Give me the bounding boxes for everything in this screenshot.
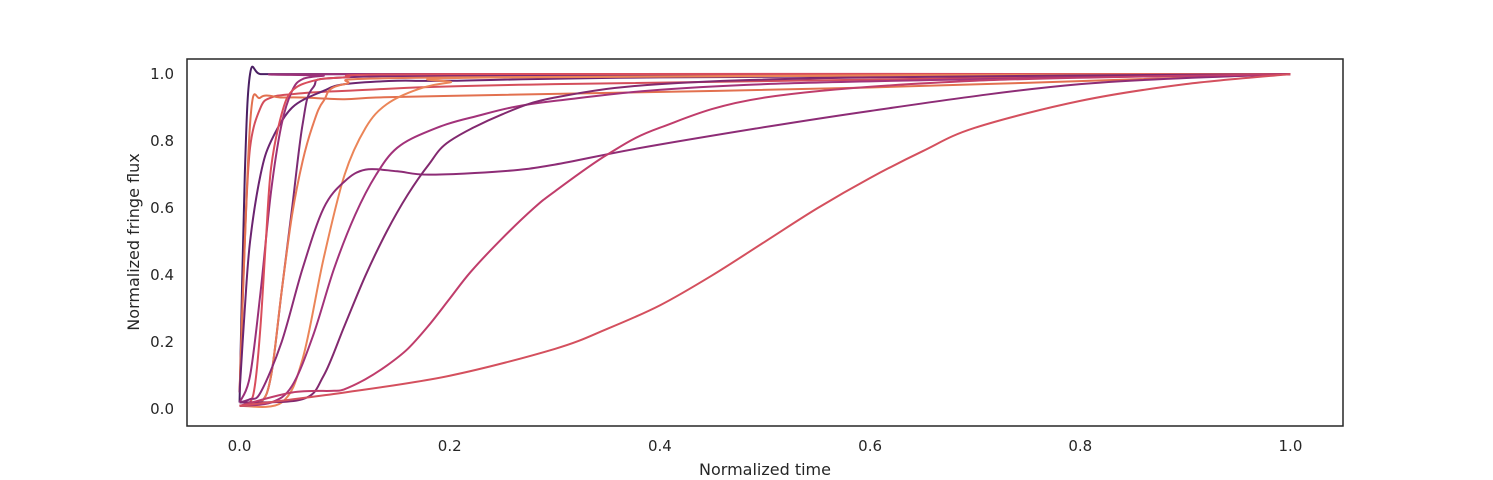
x-tick-label: 0.8 bbox=[1068, 437, 1092, 455]
series-line-7 bbox=[239, 72, 1291, 407]
series-line-10 bbox=[239, 73, 1291, 404]
y-axis-label: Normalized fringe flux bbox=[124, 153, 143, 330]
series-line-14 bbox=[239, 73, 1291, 407]
series-line-11 bbox=[239, 73, 1291, 407]
y-tick-labels: 0.0 0.2 0.4 0.6 0.8 1.0 bbox=[150, 65, 174, 418]
x-tick-label: 0.2 bbox=[438, 437, 462, 455]
x-axis-label: Normalized time bbox=[699, 460, 831, 479]
series-line-4 bbox=[238, 73, 1291, 393]
x-tick-label: 1.0 bbox=[1279, 437, 1303, 455]
y-tick-label: 0.6 bbox=[150, 199, 174, 217]
series-line-12 bbox=[239, 73, 1291, 404]
plot-frame bbox=[186, 58, 1344, 427]
x-tick-label: 0.0 bbox=[228, 437, 252, 455]
y-tick-label: 0.2 bbox=[150, 333, 174, 351]
series-line-2 bbox=[238, 73, 1291, 393]
series-line-3 bbox=[238, 73, 1291, 393]
y-tick-label: 1.0 bbox=[150, 65, 174, 83]
series-line-1 bbox=[238, 65, 1291, 403]
series-line-5 bbox=[239, 73, 1291, 407]
series-line-9 bbox=[239, 73, 1291, 408]
y-tick-label: 0.8 bbox=[150, 132, 174, 150]
x-tick-label: 0.6 bbox=[858, 437, 882, 455]
y-tick-label: 0.4 bbox=[150, 266, 174, 284]
series-layer bbox=[238, 65, 1291, 408]
series-line-13 bbox=[239, 73, 1291, 407]
series-line-6 bbox=[238, 72, 1291, 403]
y-tick-label: 0.0 bbox=[150, 400, 174, 418]
x-tick-labels: 0.0 0.2 0.4 0.6 0.8 1.0 bbox=[228, 437, 1303, 455]
series-line-8 bbox=[239, 73, 1291, 407]
x-tick-label: 0.4 bbox=[648, 437, 672, 455]
